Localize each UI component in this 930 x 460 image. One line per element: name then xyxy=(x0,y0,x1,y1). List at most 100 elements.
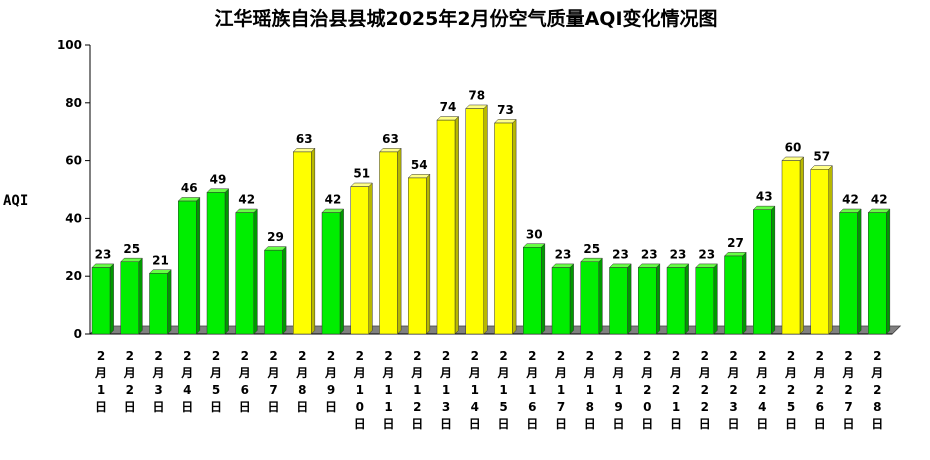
bar-front xyxy=(91,267,111,335)
bar-side xyxy=(282,245,287,335)
bar-front xyxy=(609,267,628,335)
data-label: 78 xyxy=(468,89,485,103)
bar-top xyxy=(148,269,172,274)
data-label: 74 xyxy=(440,100,457,114)
bar-top xyxy=(493,119,517,124)
bar-side xyxy=(771,205,776,335)
bar-front xyxy=(753,209,772,335)
bar xyxy=(493,118,517,335)
bar-front xyxy=(724,255,743,335)
bar xyxy=(177,196,201,335)
data-label: 21 xyxy=(152,253,169,267)
bar-top xyxy=(695,263,718,268)
bar-side xyxy=(196,196,201,335)
data-label: 49 xyxy=(210,172,227,186)
value-labels: 23 25 21 46 49 42 29 63 42 51 63 54 74 78 73 30 23 25 23 23… xyxy=(95,89,888,268)
bar xyxy=(378,147,402,335)
bar-side xyxy=(512,118,517,335)
bar-side xyxy=(454,115,459,335)
data-label: 27 xyxy=(727,236,744,250)
data-label: 57 xyxy=(813,149,830,163)
bar-front xyxy=(810,169,829,335)
data-label: 43 xyxy=(756,190,773,204)
bar-top xyxy=(551,263,575,268)
bar-top xyxy=(608,263,632,268)
bar-side xyxy=(886,208,891,335)
bar-side xyxy=(598,257,603,335)
bar-top xyxy=(407,174,431,179)
data-label: 23 xyxy=(555,248,572,262)
bar-front xyxy=(235,212,254,335)
data-label: 46 xyxy=(181,181,198,195)
bar-front xyxy=(149,273,168,335)
bar-front xyxy=(379,151,398,335)
bar-top xyxy=(752,205,776,210)
bar-top xyxy=(867,208,891,213)
bar-front xyxy=(580,261,599,335)
bar-top xyxy=(350,182,373,187)
data-label: 29 xyxy=(267,230,284,244)
bar xyxy=(292,147,316,335)
bar-front xyxy=(350,186,369,335)
bar-side xyxy=(397,147,402,335)
bar-front xyxy=(465,108,484,335)
bar-top xyxy=(206,188,230,193)
bar-side xyxy=(483,104,488,335)
data-label: 25 xyxy=(123,242,140,256)
data-label: 23 xyxy=(641,248,658,262)
bar xyxy=(551,263,575,335)
bar-side xyxy=(368,182,373,335)
bar xyxy=(321,208,345,335)
y-axis-label: AQI xyxy=(3,193,28,209)
bar xyxy=(752,205,776,335)
bar-top xyxy=(321,208,345,213)
bar-side xyxy=(569,263,574,335)
bar xyxy=(407,173,431,335)
bar-side xyxy=(138,257,143,335)
bar xyxy=(148,269,172,335)
bar xyxy=(436,115,460,335)
bar-front xyxy=(666,267,686,335)
bar xyxy=(522,243,546,335)
bar-top xyxy=(580,257,603,262)
bar-side xyxy=(828,165,833,335)
data-label: 25 xyxy=(583,242,600,256)
bar xyxy=(838,208,862,335)
bar-side xyxy=(684,263,689,335)
bar-side xyxy=(311,147,316,335)
bar-side xyxy=(167,269,172,335)
bar-front xyxy=(523,247,542,335)
bar-front xyxy=(264,249,283,335)
y-tick-label: 100 xyxy=(57,38,82,52)
bar xyxy=(263,245,287,335)
data-label: 23 xyxy=(95,248,112,262)
y-tick-label: 60 xyxy=(65,154,82,168)
bar-front xyxy=(206,192,226,335)
bar-front xyxy=(178,200,197,335)
bar-side xyxy=(799,156,804,335)
data-label: 42 xyxy=(238,193,255,207)
bar xyxy=(608,263,632,335)
bar-top xyxy=(810,165,833,170)
bar-front xyxy=(551,267,571,335)
